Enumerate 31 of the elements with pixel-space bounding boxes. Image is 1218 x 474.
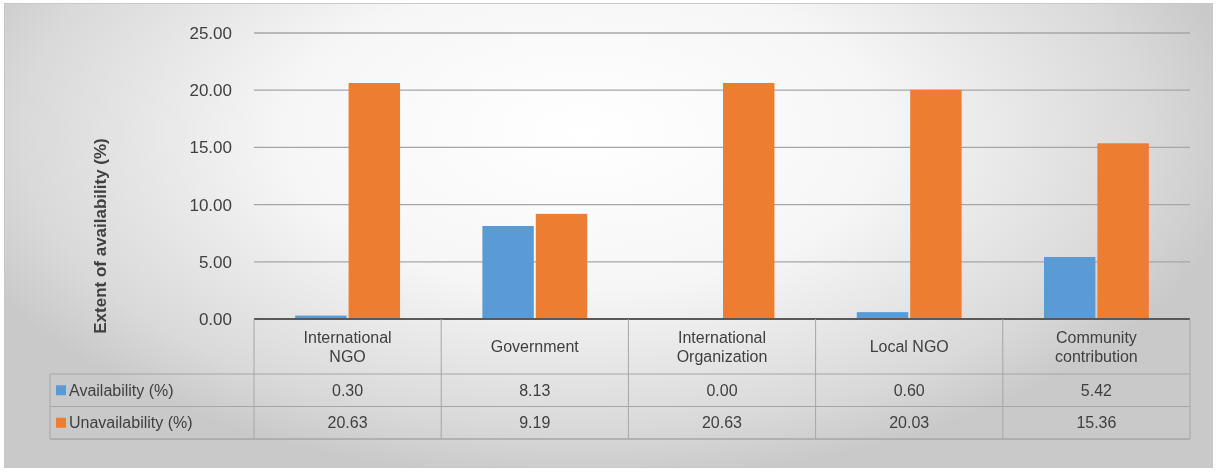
data-label: 0.60: [893, 381, 925, 399]
x-tick-label: Government: [490, 338, 580, 356]
x-tick-label: Local NGO: [869, 338, 949, 356]
data-label: 8.13: [519, 381, 551, 399]
x-tick-label: International Organization: [676, 328, 768, 365]
bar: [348, 82, 401, 319]
y-tick-label: 10.00: [189, 195, 232, 215]
legend-label: Availability (%): [69, 381, 174, 399]
data-label: 20.63: [327, 414, 368, 432]
bar: [723, 82, 775, 319]
data-label: 0.30: [332, 381, 364, 399]
y-tick-label: 0.00: [198, 309, 232, 329]
legend-label: Unavailability (%): [69, 414, 193, 432]
bar: [1097, 143, 1149, 319]
data-label: 5.42: [1080, 381, 1113, 399]
data-label: 20.03: [889, 414, 930, 432]
y-tick-label: 5.00: [198, 252, 232, 272]
data-label: 9.19: [519, 414, 551, 432]
y-tick-label: 25.00: [189, 23, 232, 43]
x-tick-label: International NGO: [303, 328, 392, 365]
data-label: 15.36: [1076, 414, 1117, 432]
data-label: 20.63: [701, 414, 743, 432]
data-label: 0.00: [706, 381, 738, 399]
x-tick-label: Community contribution: [1055, 328, 1138, 365]
bar: [910, 89, 962, 319]
y-tick-label: 20.00: [189, 81, 232, 101]
bar: [482, 225, 534, 319]
y-tick-label: 15.00: [189, 138, 232, 158]
bar: [535, 213, 588, 319]
y-axis-title: Extent of availability (%): [90, 138, 110, 334]
bar: [1043, 257, 1096, 319]
